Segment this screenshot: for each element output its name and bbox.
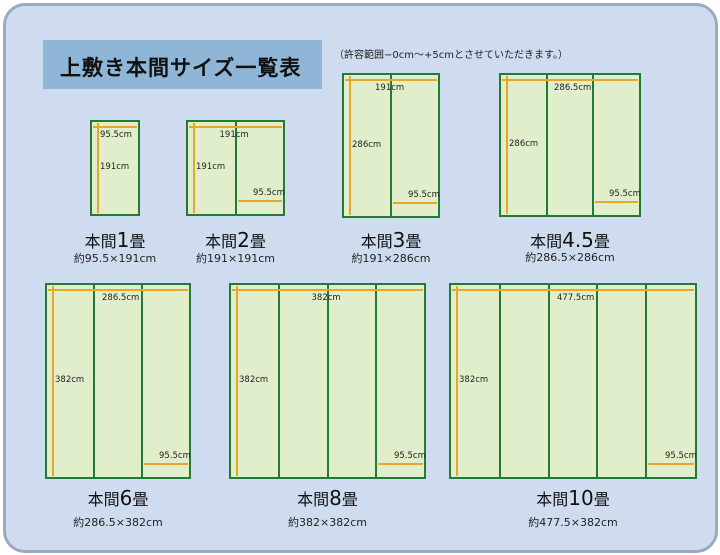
panel-divider: [645, 285, 648, 477]
panel-width-label: 95.5cm: [394, 451, 426, 461]
length-arrow: [193, 123, 195, 213]
page-title: 上敷き本間サイズ一覧表: [60, 56, 302, 80]
length-label: 382cm: [55, 375, 85, 385]
panel-divider: [140, 285, 143, 477]
mat-name-number: 2: [237, 228, 250, 252]
length-label: 286cm: [352, 139, 382, 150]
width-arrow: [452, 289, 694, 291]
mat-name-prefix: 本間: [297, 490, 330, 509]
mat-name: 本間4.5畳: [530, 228, 610, 252]
width-label: 191cm: [219, 130, 249, 140]
mat-name: 本間3畳: [361, 228, 422, 252]
title-box: [43, 40, 322, 89]
mat-name: 本間6畳: [88, 486, 149, 510]
mat-name: 本間2畳: [205, 228, 266, 252]
mat-size: 約286.5×286cm: [525, 251, 615, 264]
panel-width-arrow: [377, 463, 423, 465]
panel-divider: [326, 285, 329, 477]
mat-name-suffix: 畳: [593, 232, 610, 251]
length-label: 382cm: [459, 375, 489, 385]
mat-name-number: 8: [329, 486, 342, 510]
length-label: 191cm: [100, 162, 130, 172]
panel-width-arrow: [393, 202, 437, 204]
width-arrow: [93, 126, 137, 128]
tatami-mat-4.5: [499, 73, 641, 217]
mat-name-number: 1: [116, 228, 130, 252]
width-arrow: [232, 289, 423, 291]
panel-width-arrow: [595, 201, 638, 203]
mat-name-prefix: 本間: [87, 490, 120, 509]
tolerance-note: （許容範囲−0cm〜+5cmとさせていただきます。）: [334, 50, 568, 61]
panel-divider: [278, 285, 281, 477]
mat-name-suffix: 畳: [132, 490, 149, 509]
panel-divider: [498, 285, 501, 477]
mat-name-suffix: 畳: [341, 490, 358, 509]
mat-name-number: 6: [119, 486, 133, 510]
panel-divider: [596, 285, 599, 477]
width-arrow: [345, 79, 437, 81]
length-arrow: [52, 286, 54, 476]
width-arrow: [189, 126, 282, 128]
mat-name-prefix: 本間: [84, 232, 117, 251]
mat-size: 約286.5×382cm: [73, 516, 163, 529]
tatami-mat-10: [449, 283, 697, 479]
panel-divider: [234, 122, 237, 214]
length-arrow: [349, 76, 351, 215]
mat-size: 約382×382cm: [288, 516, 367, 529]
width-label: 286.5cm: [102, 293, 140, 303]
mat-name-number: 4.5: [562, 228, 594, 252]
mat-name-suffix: 畳: [129, 232, 146, 251]
panel-width-arrow: [143, 463, 188, 465]
mat-name-number: 10: [568, 486, 594, 510]
panel-divider: [546, 75, 548, 215]
mat-size: 約191×286cm: [351, 252, 431, 265]
width-label: 477.5cm: [557, 293, 595, 303]
mat-name: 本間1畳: [85, 228, 146, 252]
mat-name-suffix: 畳: [249, 232, 266, 251]
mat-name-number: 3: [392, 228, 406, 252]
mat-name-suffix: 畳: [593, 490, 610, 509]
panel-divider: [93, 285, 96, 477]
length-arrow: [456, 286, 458, 476]
length-arrow: [506, 76, 508, 214]
panel-divider: [374, 285, 377, 477]
tatami-mat-3: [342, 73, 440, 218]
panel-width-label: 95.5cm: [408, 190, 440, 200]
length-label: 191cm: [196, 162, 226, 172]
panel-divider: [592, 75, 594, 215]
panel-width-label: 95.5cm: [665, 451, 697, 461]
mat-name-prefix: 本間: [360, 232, 393, 251]
tatami-mat-8: [229, 283, 426, 479]
width-label: 382cm: [311, 293, 341, 303]
width-arrow: [48, 289, 188, 291]
mat-name-prefix: 本間: [530, 232, 563, 251]
width-arrow: [502, 79, 638, 81]
width-label: 191cm: [375, 83, 405, 93]
mat-name: 本間10畳: [536, 486, 609, 510]
mat-name: 本間8畳: [297, 486, 358, 510]
mat-name-prefix: 本間: [205, 232, 238, 251]
length-arrow: [236, 286, 238, 476]
mat-size: 約95.5×191cm: [73, 252, 157, 265]
width-label: 95.5cm: [100, 130, 132, 140]
mat-name-suffix: 畳: [405, 232, 422, 251]
mat-size: 約477.5×382cm: [528, 516, 618, 529]
panel-width-label: 95.5cm: [609, 189, 641, 199]
panel-divider: [390, 75, 392, 216]
tatami-mat-6: [45, 283, 191, 479]
width-label: 286.5cm: [554, 83, 592, 93]
length-arrow: [97, 123, 99, 213]
length-label: 382cm: [239, 375, 269, 385]
panel-width-arrow: [237, 200, 282, 202]
mat-name-prefix: 本間: [536, 490, 569, 509]
length-label: 286cm: [509, 139, 539, 149]
mat-size: 約191×191cm: [196, 252, 275, 265]
panel-width-arrow: [648, 463, 694, 465]
panel-width-label: 95.5cm: [253, 188, 285, 198]
panel-width-label: 95.5cm: [159, 451, 191, 461]
panel-divider: [547, 285, 550, 477]
